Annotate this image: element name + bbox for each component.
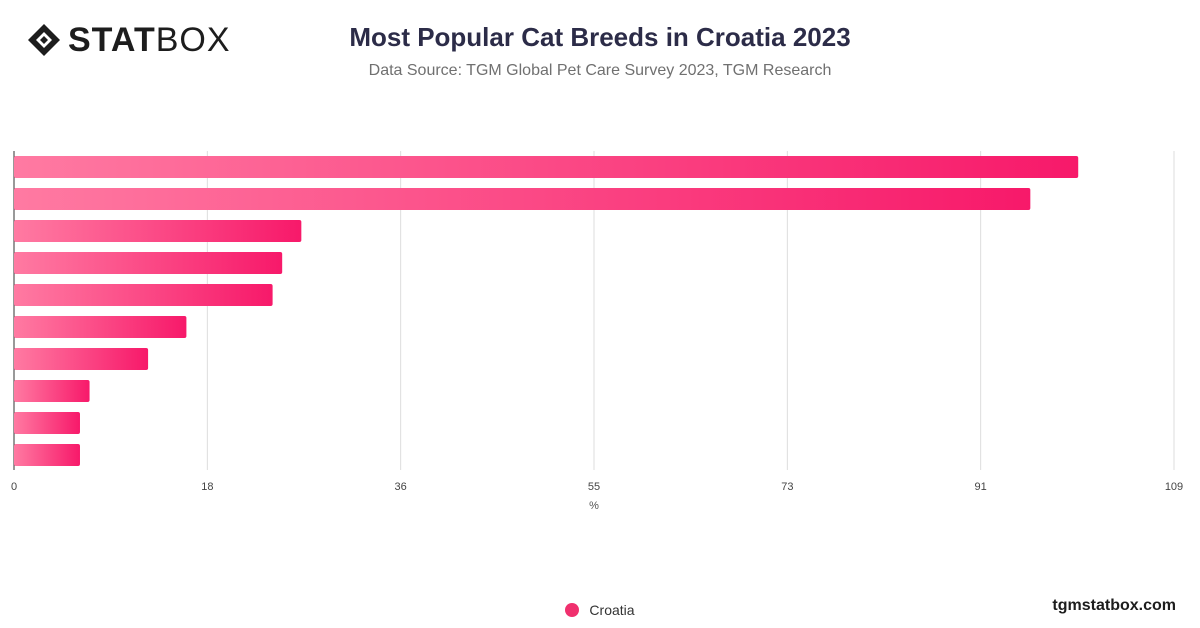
x-tick-label: 109 xyxy=(1165,481,1183,493)
bar[interactable] xyxy=(14,188,1031,210)
legend-marker-icon xyxy=(565,603,580,617)
logo-text: STATBOX xyxy=(68,20,231,60)
legend-label: Croatia xyxy=(589,602,635,618)
x-tick-label: 0 xyxy=(11,481,17,493)
statbox-logo: STATBOX xyxy=(26,20,231,60)
bar[interactable] xyxy=(14,316,187,338)
x-tick-label: 91 xyxy=(975,481,987,493)
bar[interactable] xyxy=(14,252,283,274)
bar[interactable] xyxy=(14,156,1079,178)
x-tick-label: 55 xyxy=(588,481,600,493)
footer-brand: tgmstatbox.com xyxy=(1052,597,1176,614)
bar[interactable] xyxy=(14,444,80,466)
bar[interactable] xyxy=(14,284,273,306)
x-tick-label: 73 xyxy=(781,481,793,493)
chart-title: Most Popular Cat Breeds in Croatia 2023 xyxy=(349,22,851,52)
bar[interactable] xyxy=(14,348,149,370)
bar[interactable] xyxy=(14,380,90,402)
logo-text-light: BOX xyxy=(155,21,231,59)
logo-text-bold: STAT xyxy=(68,21,156,59)
bar[interactable] xyxy=(14,220,302,242)
legend[interactable]: Croatia xyxy=(0,602,1200,618)
bar[interactable] xyxy=(14,412,80,434)
x-tick-label: 36 xyxy=(395,481,407,493)
x-tick-label: 18 xyxy=(201,481,213,493)
chart-subtitle: Data Source: TGM Global Pet Care Survey … xyxy=(368,62,832,79)
diamond-logo-icon xyxy=(28,24,60,56)
x-axis-label: % xyxy=(589,500,599,512)
